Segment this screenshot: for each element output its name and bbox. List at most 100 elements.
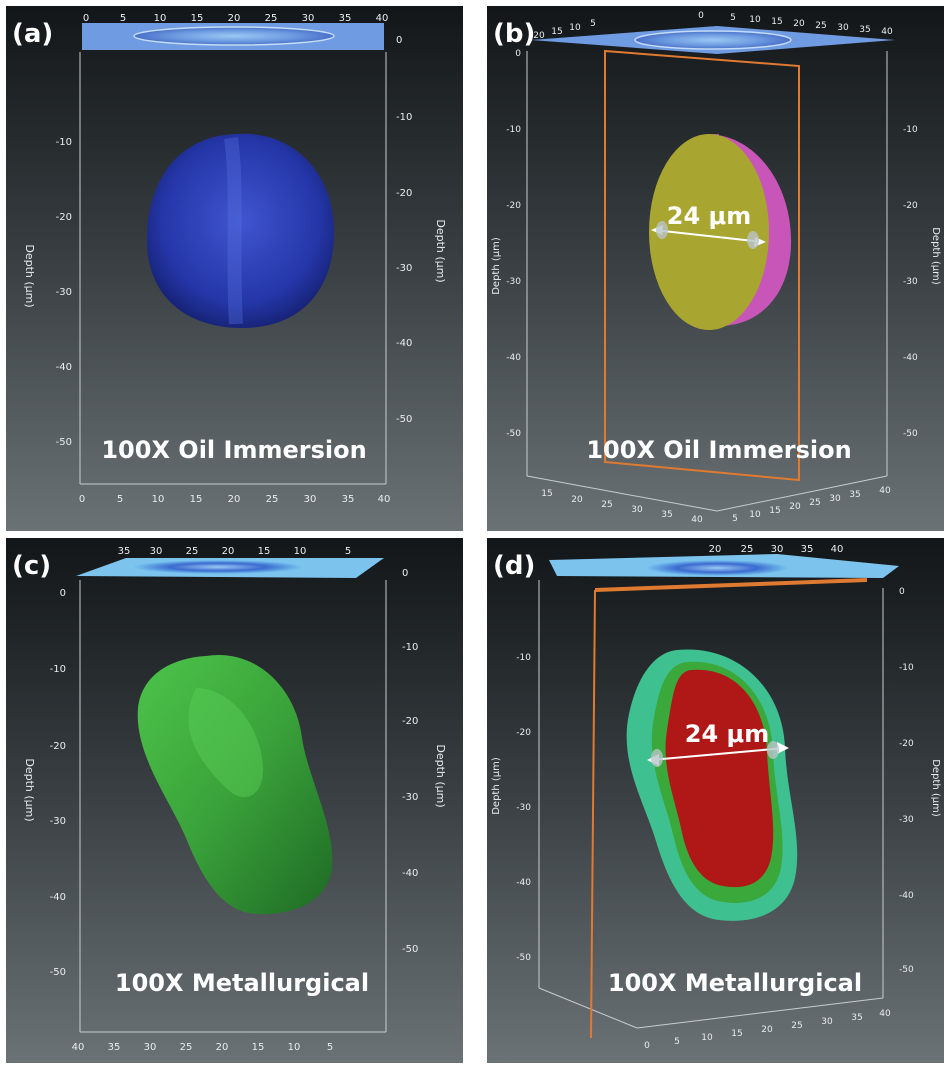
panel-d: 20 25 30 35 40 -10 -20 -30 -40 -50 0 -10… <box>487 538 944 1063</box>
tick-label: 40 <box>879 486 891 496</box>
tick-label: 30 <box>771 544 784 555</box>
panel-d-measurement-label: 24 μm <box>685 720 769 748</box>
tick-label: 0 <box>644 1041 650 1051</box>
tick-label: 15 <box>769 506 780 516</box>
panel-c-bottom-ticks: 40 35 30 25 20 15 10 5 <box>72 1042 334 1053</box>
tick-label: 15 <box>551 27 562 37</box>
panel-d-render: 20 25 30 35 40 -10 -20 -30 -40 -50 0 -10… <box>487 538 944 1063</box>
tick-label: -50 <box>516 953 531 963</box>
tick-label: -30 <box>506 277 521 287</box>
tick-label: -20 <box>516 728 531 738</box>
panel-a-cell-highlight <box>224 136 243 325</box>
tick-label: 40 <box>831 544 844 555</box>
tick-label: 5 <box>345 546 351 557</box>
tick-label: 40 <box>378 494 391 505</box>
tick-label: 30 <box>631 505 643 515</box>
panel-d-cell-inner <box>665 669 774 888</box>
panel-a-bottom-ticks: 0 5 10 15 20 25 30 35 40 <box>79 494 391 505</box>
tick-label: 35 <box>118 546 131 557</box>
tick-label: 15 <box>252 1042 265 1053</box>
panel-c-right-axis-label: Depth (μm) <box>434 744 447 807</box>
tick-label: 35 <box>342 494 355 505</box>
panel-b-right-ticks: -10 -20 -30 -40 -50 <box>903 125 918 439</box>
tick-label: -10 <box>56 137 72 148</box>
tick-label: 0 <box>60 588 66 599</box>
panel-b-measure-marker-left <box>656 221 668 239</box>
tick-label: -20 <box>402 716 418 727</box>
tick-label: -40 <box>402 868 418 879</box>
tick-label: 25 <box>741 544 754 555</box>
tick-label: 40 <box>881 27 893 37</box>
tick-label: 10 <box>701 1033 713 1043</box>
tick-label: 25 <box>809 498 820 508</box>
panel-c-label: (c) <box>12 551 51 581</box>
tick-label: -50 <box>506 429 521 439</box>
tick-label: -10 <box>516 653 531 663</box>
tick-label: 0 <box>83 13 89 24</box>
tick-label: 0 <box>899 587 905 597</box>
tick-label: 30 <box>144 1042 157 1053</box>
tick-label: 30 <box>837 23 849 33</box>
tick-label: -10 <box>506 125 521 135</box>
tick-label: -50 <box>903 429 918 439</box>
panel-d-bottom-ticks: 0 5 10 15 20 25 30 35 40 <box>644 1009 891 1051</box>
tick-label: 10 <box>154 13 167 24</box>
tick-label: -50 <box>396 414 412 425</box>
panel-a: 0 5 10 15 20 25 30 35 40 -10 -20 -30 -40… <box>6 6 463 531</box>
panel-d-bottom-left-edge <box>538 987 638 1029</box>
tick-label: 10 <box>152 494 165 505</box>
panel-d-right-ticks: 0 -10 -20 -30 -40 -50 <box>899 587 914 975</box>
tick-label: -10 <box>50 664 66 675</box>
panel-b-render: 20 15 10 5 0 5 10 15 20 25 30 35 40 0 -1… <box>487 6 944 531</box>
tick-label: -10 <box>396 112 412 123</box>
tick-label: 40 <box>879 1009 891 1019</box>
tick-label: 15 <box>771 17 782 27</box>
tick-label: -20 <box>899 739 914 749</box>
panel-d-caption: 100X Metallurgical <box>608 969 862 997</box>
tick-label: -30 <box>516 803 531 813</box>
tick-label: 15 <box>190 494 203 505</box>
panel-d-measure-marker-right <box>767 741 779 759</box>
panel-c: 35 30 25 20 15 10 5 0 -10 -20 -30 -40 -5… <box>6 538 463 1063</box>
tick-label: 5 <box>117 494 123 505</box>
tick-label: 10 <box>288 1042 301 1053</box>
tick-label: 15 <box>731 1029 742 1039</box>
tick-label: -30 <box>396 263 412 274</box>
tick-label: -20 <box>56 212 72 223</box>
tick-label: 20 <box>533 31 545 41</box>
tick-label: 35 <box>849 490 860 500</box>
tick-label: 35 <box>339 13 352 24</box>
tick-label: 0 <box>402 568 408 579</box>
tick-label: -40 <box>50 892 66 903</box>
panel-c-left-axis-label: Depth (μm) <box>23 758 36 821</box>
tick-label: 20 <box>571 495 583 505</box>
panel-b-section-plane <box>604 49 800 482</box>
panel-c-left-ticks: 0 -10 -20 -30 -40 -50 <box>50 588 66 978</box>
panel-b-top-disc <box>634 30 792 50</box>
tick-label: -30 <box>903 277 918 287</box>
tick-label: 20 <box>228 494 241 505</box>
panel-b-cell-face <box>649 134 769 330</box>
tick-label: -10 <box>899 663 914 673</box>
panel-d-top-disc <box>645 560 789 576</box>
panel-a-caption: 100X Oil Immersion <box>101 436 366 464</box>
tick-label: 10 <box>569 23 581 33</box>
panel-b: 20 15 10 5 0 5 10 15 20 25 30 35 40 0 -1… <box>487 6 944 531</box>
tick-label: 25 <box>265 13 278 24</box>
tick-label: -20 <box>50 741 66 752</box>
tick-label: 25 <box>180 1042 193 1053</box>
tick-label: 30 <box>302 13 315 24</box>
tick-label: 15 <box>258 546 271 557</box>
panel-d-right-axis-label: Depth (μm) <box>930 759 941 817</box>
tick-label: 20 <box>793 19 805 29</box>
panel-b-caption: 100X Oil Immersion <box>586 436 851 464</box>
tick-label: -40 <box>56 362 72 373</box>
panel-c-top-disc <box>132 560 304 574</box>
panel-c-cell-highlight <box>188 688 264 798</box>
tick-label: 10 <box>294 546 307 557</box>
tick-label: -30 <box>899 815 914 825</box>
panel-d-top-ticks: 20 25 30 35 40 <box>709 544 844 555</box>
tick-label: 30 <box>821 1017 833 1027</box>
tick-label: 25 <box>186 546 199 557</box>
panel-b-measure-line <box>653 229 764 243</box>
